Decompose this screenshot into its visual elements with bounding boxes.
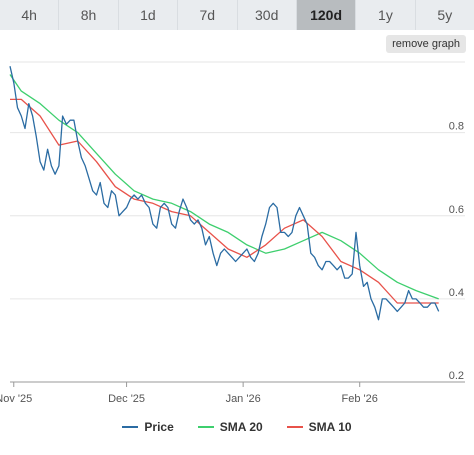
series-lines [9, 66, 440, 321]
legend-label-price: Price [144, 420, 174, 434]
y-tick-label: 0.4 [449, 287, 464, 299]
legend-item-sma20[interactable]: SMA 20 [197, 420, 263, 434]
chart-legend: Price SMA 20 SMA 10 [0, 420, 474, 434]
remove-graph-button[interactable]: remove graph [386, 35, 466, 53]
tab-8h[interactable]: 8h [59, 0, 119, 30]
x-tick-label: Nov '25 [0, 393, 32, 405]
x-axis: Nov '25 Dec '25 Jan '26 Feb '26 [0, 381, 465, 405]
x-tick-label: Dec '25 [108, 393, 145, 405]
x-tick-label: Jan '26 [226, 393, 261, 405]
legend-item-price[interactable]: Price [122, 420, 174, 434]
tab-120d[interactable]: 120d [296, 0, 357, 30]
x-tick-label: Feb '26 [342, 393, 378, 405]
tab-7d[interactable]: 7d [178, 0, 238, 30]
y-tick-label: 0.6 [449, 204, 464, 216]
timeframe-tabs: 4h 8h 1d 7d 30d 120d 1y 5y [0, 0, 474, 30]
grid-lines [10, 61, 465, 383]
legend-swatch-price [122, 426, 139, 428]
tab-5y[interactable]: 5y [415, 0, 474, 30]
tab-30d[interactable]: 30d [237, 0, 297, 30]
legend-label-sma20: SMA 20 [219, 420, 263, 434]
tab-1y[interactable]: 1y [356, 0, 416, 30]
y-tick-label: 0.2 [449, 370, 464, 382]
legend-item-sma10[interactable]: SMA 10 [286, 420, 352, 434]
legend-label-sma10: SMA 10 [308, 420, 352, 434]
tab-4h[interactable]: 4h [0, 0, 60, 30]
tab-1d[interactable]: 1d [118, 0, 179, 30]
series-line-price [9, 66, 440, 321]
legend-swatch-sma20 [197, 426, 214, 428]
y-axis: 0.2 0.4 0.6 0.8 [449, 121, 464, 382]
series-line-sma20 [9, 74, 439, 300]
legend-swatch-sma10 [286, 426, 303, 428]
y-tick-label: 0.8 [449, 121, 464, 133]
series-line-sma10 [10, 98, 439, 304]
